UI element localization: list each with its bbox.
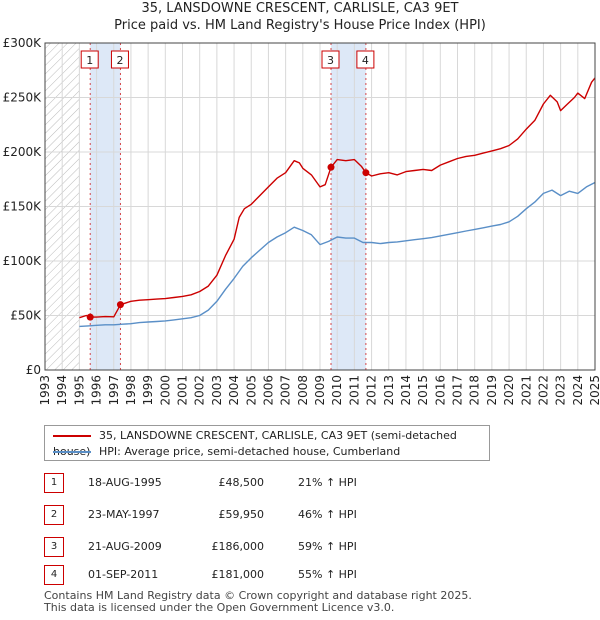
legend-swatch-hpi xyxy=(53,451,91,453)
sale-point xyxy=(86,313,94,321)
transaction-number: 1 xyxy=(44,473,64,493)
transaction-hpi-change: 46% ↑ HPI xyxy=(298,508,357,521)
x-tick-label: 1995 xyxy=(72,375,86,406)
transaction-date: 01-SEP-2011 xyxy=(88,568,159,581)
sale-point xyxy=(362,169,370,177)
x-tick-label: 1996 xyxy=(90,375,104,406)
x-tick-label: 2015 xyxy=(416,375,430,406)
x-tick-label: 2009 xyxy=(313,375,327,406)
sale-number-box xyxy=(321,50,340,69)
footer-attribution: Contains HM Land Registry data © Crown c… xyxy=(44,590,472,614)
legend-label-hpi: HPI: Average price, semi-detached house,… xyxy=(99,445,401,458)
sale-point xyxy=(116,301,124,309)
transaction-hpi-change: 21% ↑ HPI xyxy=(298,476,357,489)
y-tick-label: £300K xyxy=(3,36,43,50)
plot-frame xyxy=(44,42,596,371)
transaction-date: 21-AUG-2009 xyxy=(88,540,162,553)
chart-legend: 35, LANSDOWNE CRESCENT, CARLISLE, CA3 9E… xyxy=(44,425,490,461)
footer-copyright: Contains HM Land Registry data © Crown c… xyxy=(44,589,472,602)
x-tick-label: 2014 xyxy=(399,375,413,406)
x-tick-label: 1997 xyxy=(107,375,121,406)
y-tick-label: £250K xyxy=(3,91,43,105)
transaction-price: £181,000 xyxy=(211,568,265,581)
price-chart: 1 2 3 4 £0 £50K £100K £150K £200K £250K £300K 1993… xyxy=(3,36,600,406)
x-tick-label: 2012 xyxy=(365,375,379,406)
x-tick-label: 2005 xyxy=(244,375,258,406)
x-tick-label: 2001 xyxy=(176,375,190,406)
transaction-row: 2 23-MAY-1997 £59,950 46% ↑ HPI xyxy=(44,503,444,527)
transaction-row: 1 18-AUG-1995 £48,500 21% ↑ HPI xyxy=(44,471,444,495)
x-tick-label: 2017 xyxy=(451,375,465,406)
x-tick-label: 1993 xyxy=(38,375,52,406)
x-tick-label: 2000 xyxy=(158,375,172,406)
transaction-number: 3 xyxy=(44,537,64,557)
transaction-price: £186,000 xyxy=(211,540,265,553)
sale-number-label: 3 xyxy=(327,54,334,67)
transaction-price: £48,500 xyxy=(218,476,265,489)
y-tick-label: £50K xyxy=(10,309,42,323)
transaction-row: 4 01-SEP-2011 £181,000 55% ↑ HPI xyxy=(44,563,444,587)
legend-swatch-property xyxy=(53,435,91,437)
x-tick-label: 2021 xyxy=(519,375,533,406)
x-tick-label: 2003 xyxy=(210,375,224,406)
property-series-line xyxy=(79,77,596,319)
sale-number-label: 1 xyxy=(86,54,93,67)
sale-number-box xyxy=(80,50,99,69)
transaction-date: 23-MAY-1997 xyxy=(88,508,160,521)
transaction-number: 2 xyxy=(44,505,64,525)
x-tick-label: 2018 xyxy=(468,375,482,406)
x-tick-label: 2020 xyxy=(502,375,516,406)
sale-point xyxy=(327,163,335,171)
transaction-date: 18-AUG-1995 xyxy=(88,476,162,489)
transaction-number: 4 xyxy=(44,565,64,585)
x-tick-label: 2010 xyxy=(330,375,344,406)
transaction-row: 3 21-AUG-2009 £186,000 59% ↑ HPI xyxy=(44,535,444,559)
hpi-series-line xyxy=(79,181,596,328)
x-tick-label: 1998 xyxy=(124,375,138,406)
legend-item-property: 35, LANSDOWNE CRESCENT, CARLISLE, CA3 9E… xyxy=(53,428,489,458)
x-tick-label: 2016 xyxy=(433,375,447,406)
x-tick-label: 2008 xyxy=(296,375,310,406)
legend-item-hpi: HPI: Average price, semi-detached house,… xyxy=(53,444,400,460)
y-tick-label: £150K xyxy=(3,200,43,214)
x-tick-label: 2006 xyxy=(261,375,275,406)
x-tick-label: 2024 xyxy=(571,375,585,406)
x-tick-label: 2002 xyxy=(193,375,207,406)
x-tick-label: 2007 xyxy=(279,375,293,406)
sale-number-label: 4 xyxy=(362,54,369,67)
chart-title-line1: 35, LANSDOWNE CRESCENT, CARLISLE, CA3 9E… xyxy=(141,1,459,16)
x-tick-label: 2025 xyxy=(588,375,600,406)
transaction-price: £59,950 xyxy=(218,508,265,521)
x-tick-label: 2004 xyxy=(227,375,241,406)
x-tick-label: 1999 xyxy=(141,375,155,406)
sale-number-label: 2 xyxy=(116,54,123,67)
y-tick-label: £100K xyxy=(3,254,43,268)
y-tick-label: £200K xyxy=(3,145,43,159)
chart-title-line2: Price paid vs. HM Land Registry's House … xyxy=(114,18,486,33)
y-tick-label: £0 xyxy=(26,363,41,377)
x-tick-label: 2019 xyxy=(485,375,499,406)
sale-number-box xyxy=(110,50,129,69)
x-tick-label: 2011 xyxy=(347,375,361,406)
transaction-hpi-change: 55% ↑ HPI xyxy=(298,568,357,581)
sale-number-box xyxy=(356,50,375,69)
x-tick-label: 2013 xyxy=(382,375,396,406)
x-tick-label: 2023 xyxy=(554,375,568,406)
transaction-hpi-change: 59% ↑ HPI xyxy=(298,540,357,553)
x-tick-label: 1994 xyxy=(55,375,69,406)
footer-licence: This data is licensed under the Open Gov… xyxy=(44,601,395,614)
x-tick-label: 2022 xyxy=(536,375,550,406)
